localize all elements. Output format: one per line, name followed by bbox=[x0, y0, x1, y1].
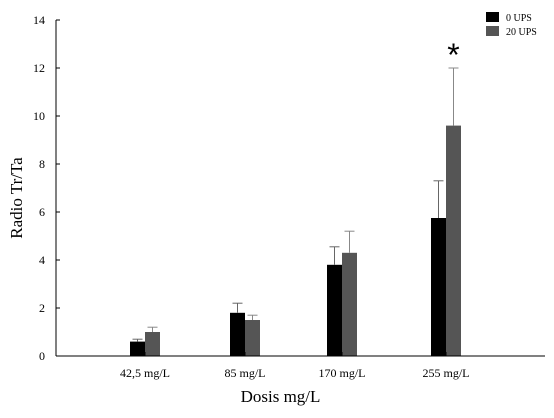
bar bbox=[342, 252, 357, 356]
x-tick-label: 42,5 mg/L bbox=[120, 366, 170, 380]
x-tick-label: 170 mg/L bbox=[319, 366, 366, 380]
y-tick-label: 6 bbox=[39, 205, 45, 219]
y-tick-label: 12 bbox=[33, 61, 45, 75]
x-axis-title: Dosis mg/L bbox=[241, 387, 321, 406]
bar bbox=[446, 125, 461, 356]
error-bars-layer bbox=[132, 67, 459, 342]
y-tick-label: 2 bbox=[39, 301, 45, 315]
x-tick-label: 255 mg/L bbox=[423, 366, 470, 380]
y-tick-label: 4 bbox=[39, 253, 45, 267]
bars-layer bbox=[130, 125, 461, 356]
text-layer: 0 2 4 6 8 10 12 14 42,5 mg/L 85 mg/L 170 mg/L 255 m… bbox=[7, 13, 470, 406]
y-tick-label: 10 bbox=[33, 109, 45, 123]
legend-label: 20 UPS bbox=[506, 27, 537, 38]
legend-swatch bbox=[486, 26, 499, 36]
bar bbox=[145, 332, 160, 356]
significance-marker: * bbox=[447, 37, 459, 73]
legend-swatch bbox=[486, 12, 499, 22]
bar bbox=[431, 218, 446, 356]
x-tick-label: 85 mg/L bbox=[225, 366, 266, 380]
y-tick-label: 8 bbox=[39, 157, 45, 171]
bar bbox=[130, 341, 145, 356]
bar bbox=[245, 320, 260, 356]
legend: 0 UPS 20 UPS bbox=[486, 12, 537, 38]
y-tick-label: 0 bbox=[39, 349, 45, 363]
y-axis-title: Radio Tr/Ta bbox=[7, 157, 26, 239]
axes-layer bbox=[55, 19, 545, 357]
bar bbox=[230, 312, 245, 356]
legend-label: 0 UPS bbox=[506, 13, 532, 24]
bar bbox=[327, 264, 342, 356]
y-tick-label: 14 bbox=[33, 13, 45, 27]
